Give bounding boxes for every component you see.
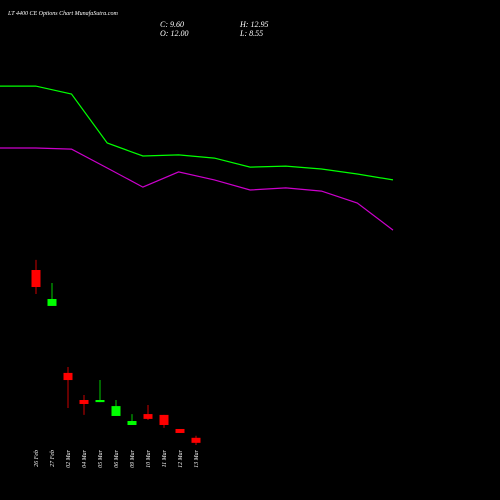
chart-title: LT 4400 CE Options Chart MunafaSutra.com (7, 10, 118, 17)
indicator-line (0, 85, 394, 181)
x-tick-label: 27 Feb (50, 450, 56, 467)
candle-body (175, 428, 185, 433)
x-tick-label: 10 Mar (146, 449, 152, 467)
indicator-line (0, 147, 394, 231)
x-tick-label: 06 Mar (114, 449, 120, 467)
x-tick-label: 13 Mar (194, 449, 200, 467)
x-tick-label: 09 Mar (130, 449, 136, 467)
candle-body (159, 414, 169, 425)
candle-body (191, 437, 201, 443)
candle-body (143, 414, 153, 419)
candle-body (31, 270, 41, 288)
ohlc-label: O: 12.00 (160, 29, 188, 38)
ohlc-label: L: 8.55 (239, 29, 263, 38)
ohlc-label: H: 12.95 (239, 20, 268, 29)
x-tick-label: 11 Mar (162, 449, 168, 467)
x-tick-label: 05 Mar (98, 449, 104, 467)
x-tick-label: 02 Mar (66, 449, 72, 467)
x-tick-label: 04 Mar (81, 449, 88, 467)
candle-body (95, 400, 105, 403)
candle-body (127, 421, 137, 425)
candle-body (47, 298, 57, 306)
candle-body (79, 400, 89, 404)
candle-body (63, 372, 73, 381)
candle-body (111, 406, 121, 416)
ohlc-label: C: 9.60 (160, 20, 184, 29)
x-tick-label: 26 Feb (34, 450, 40, 467)
x-tick-label: 12 Mar (178, 449, 184, 467)
